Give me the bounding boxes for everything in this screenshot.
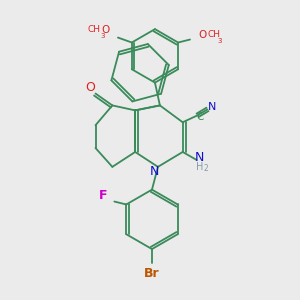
Text: F: F <box>99 189 108 202</box>
Text: O: O <box>199 30 207 40</box>
Text: O: O <box>101 25 109 34</box>
Text: C: C <box>197 112 204 122</box>
Text: CH: CH <box>88 25 100 34</box>
Text: 3: 3 <box>101 33 105 39</box>
Text: 3: 3 <box>218 38 222 44</box>
Text: H: H <box>196 162 203 172</box>
Text: N: N <box>208 102 217 112</box>
Text: O: O <box>85 81 95 94</box>
Text: N: N <box>195 152 204 164</box>
Text: N: N <box>149 165 159 178</box>
Text: 2: 2 <box>203 164 208 173</box>
Text: CH: CH <box>207 30 220 39</box>
Text: Br: Br <box>144 267 160 280</box>
